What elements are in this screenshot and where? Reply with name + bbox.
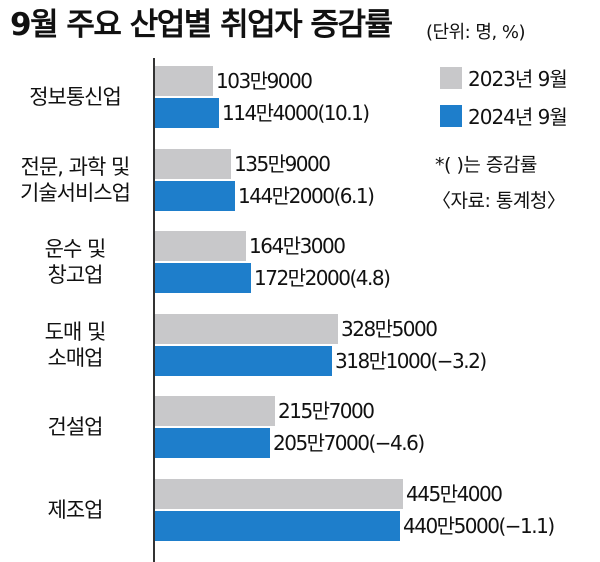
chart-title: 9월 주요 산업별 취업자 증감률 [10, 7, 393, 43]
legend-label-2024: 2024년 9월 [468, 105, 568, 129]
category-label-line: 운수 및 [44, 237, 107, 261]
category-label-manufacturing: 제조업 [0, 497, 150, 523]
category-label-science: 전문, 과학 및 기술서비스업 [0, 154, 150, 206]
value-label-manufacturing-2024: 440만5000(−1.1) [403, 514, 555, 538]
value-label-transport-2023: 164만3000 [249, 234, 346, 258]
legend-swatch-2024 [440, 105, 462, 127]
legend-item-2023: 2023년 9월 [440, 66, 568, 92]
category-label-line: 기술서비스업 [20, 181, 131, 205]
category-label-line: 정보통신업 [29, 85, 122, 109]
category-label-line: 창고업 [47, 263, 104, 287]
category-label-line: 도매 및 [44, 320, 107, 344]
bar-science-2024 [155, 181, 235, 211]
value-label-info-2023: 103만9000 [216, 69, 313, 93]
bar-construction-2024 [155, 428, 270, 458]
legend-item-2024: 2024년 9월 [440, 104, 568, 130]
legend-label-2023: 2023년 9월 [468, 67, 568, 91]
chart-header: 9월 주요 산업별 취업자 증감률 (단위: 명, %) [10, 2, 590, 52]
source-note: 〈자료: 통계청〉 [432, 190, 566, 212]
value-label-transport-2024: 172만2000(4.8) [254, 266, 391, 290]
value-label-science-2024: 144만2000(6.1) [238, 184, 375, 208]
category-label-line: 건설업 [47, 415, 104, 439]
value-label-retail-2024: 318만1000(−3.2) [335, 349, 487, 373]
bar-manufacturing-2024 [155, 511, 400, 541]
bar-retail-2023 [155, 314, 338, 344]
bar-retail-2024 [155, 346, 332, 376]
bar-info-2023 [155, 66, 213, 96]
bar-manufacturing-2023 [155, 479, 403, 509]
bar-construction-2023 [155, 396, 275, 426]
category-label-retail: 도매 및 소매업 [0, 319, 150, 371]
change-note: *( )는 증감률 [435, 154, 537, 176]
bar-transport-2023 [155, 231, 246, 261]
value-label-manufacturing-2023: 445만4000 [406, 482, 503, 506]
category-label-line: 전문, 과학 및 [20, 155, 131, 179]
legend-swatch-2023 [440, 67, 462, 89]
value-label-info-2024: 114만4000(10.1) [222, 101, 370, 125]
bar-science-2023 [155, 149, 231, 179]
bar-transport-2024 [155, 263, 251, 293]
category-label-line: 제조업 [47, 498, 104, 522]
bar-info-2024 [155, 98, 219, 128]
category-label-transport: 운수 및 창고업 [0, 236, 150, 288]
category-label-line: 소매업 [47, 346, 104, 370]
value-label-retail-2023: 328만5000 [341, 317, 438, 341]
value-label-science-2023: 135만9000 [234, 152, 331, 176]
category-axis-line [153, 58, 155, 562]
category-label-construction: 건설업 [0, 414, 150, 440]
value-label-construction-2024: 205만7000(−4.6) [273, 431, 425, 455]
unit-label: (단위: 명, %) [426, 22, 526, 43]
value-label-construction-2023: 215만7000 [278, 399, 375, 423]
category-label-info: 정보통신업 [0, 84, 150, 110]
